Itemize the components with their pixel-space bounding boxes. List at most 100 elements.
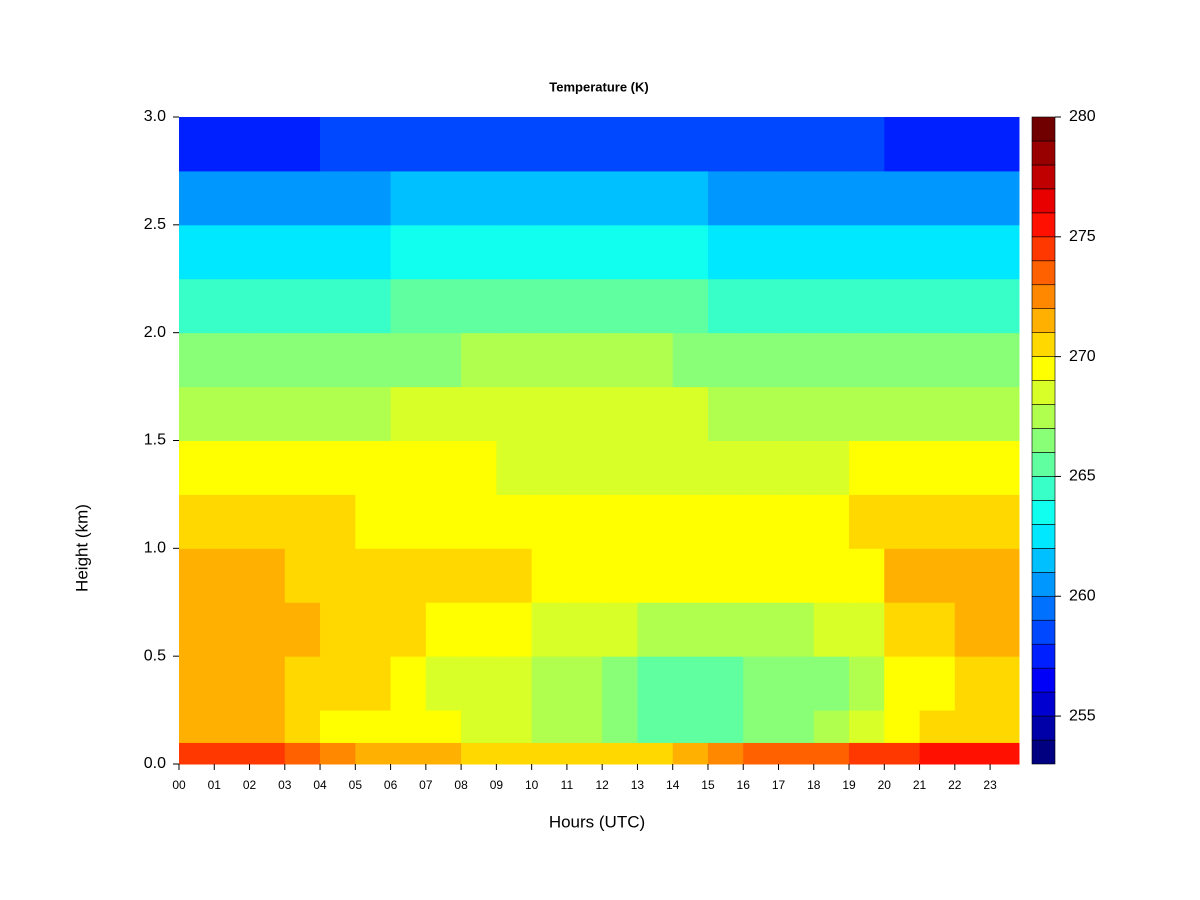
- colorbar-swatch: [1031, 332, 1056, 357]
- colorbar-swatch: [1031, 571, 1056, 597]
- heatmap-cell: [849, 548, 885, 603]
- heatmap-cell: [637, 656, 674, 711]
- heatmap-cell: [531, 170, 568, 226]
- heatmap-cell: [743, 386, 779, 441]
- heatmap-cell: [496, 710, 533, 743]
- heatmap-cell: [884, 494, 921, 549]
- x-tick-label: 16: [737, 778, 751, 792]
- x-tick-label: 21: [913, 778, 927, 792]
- heatmap-cell: [954, 656, 991, 711]
- heatmap-cell: [355, 742, 392, 765]
- heatmap-cell: [778, 170, 815, 226]
- heatmap-cell: [531, 656, 568, 711]
- y-tick-label: 2.0: [144, 324, 166, 341]
- heatmap-cell: [496, 278, 533, 334]
- heatmap-cell: [179, 602, 215, 657]
- heatmap-cell: [954, 494, 991, 549]
- heatmap-cell: [214, 602, 251, 657]
- heatmap-cell: [496, 332, 533, 388]
- heatmap-cell: [919, 224, 956, 280]
- heatmap-cell: [672, 386, 709, 441]
- x-axis-label: Hours (UTC): [549, 812, 645, 831]
- heatmap-cell: [743, 170, 779, 226]
- heatmap-cell: [743, 494, 779, 549]
- heatmap-cell: [566, 224, 603, 280]
- heatmap-cell: [214, 548, 251, 603]
- heatmap-cell: [249, 278, 286, 334]
- heatmap-cell: [672, 656, 709, 711]
- heatmap-cell: [707, 278, 744, 334]
- heatmap-cell: [990, 278, 1020, 334]
- heatmap-cell: [320, 602, 356, 657]
- x-tick-label: 00: [172, 778, 186, 792]
- heatmap-cell: [425, 170, 462, 226]
- x-tick-label: 01: [208, 778, 222, 792]
- heatmap-cell: [919, 494, 956, 549]
- heatmap-cell: [179, 710, 215, 743]
- heatmap-cell: [249, 710, 286, 743]
- heatmap-cell: [179, 170, 215, 226]
- colorbar-swatch: [1031, 643, 1056, 669]
- x-tick-label: 06: [384, 778, 398, 792]
- heatmap-cell: [637, 602, 674, 657]
- heatmap-cell: [813, 278, 850, 334]
- heatmap-cell: [320, 548, 356, 603]
- heatmap-cell: [849, 656, 885, 711]
- heatmap-cell: [355, 386, 392, 441]
- heatmap-cell: [496, 440, 533, 495]
- heatmap-cell: [320, 117, 356, 172]
- heatmap-cell: [179, 494, 215, 549]
- heatmap-cell: [743, 742, 779, 765]
- heatmap-cell: [743, 548, 779, 603]
- heatmap-cell: [461, 494, 497, 549]
- heatmap-cell: [990, 332, 1020, 388]
- heatmap-cell: [672, 224, 709, 280]
- heatmap-cell: [284, 332, 321, 388]
- x-tick-label: 18: [807, 778, 821, 792]
- heatmap-cell: [919, 440, 956, 495]
- heatmap-cell: [214, 332, 251, 388]
- heatmap-cell: [284, 494, 321, 549]
- heatmap-cell: [531, 440, 568, 495]
- heatmap-cell: [990, 494, 1020, 549]
- heatmap-cell: [320, 278, 356, 334]
- heatmap-cell: [249, 386, 286, 441]
- heatmap-cell: [531, 742, 568, 765]
- heatmap-cell: [602, 656, 638, 711]
- heatmap-cell: [320, 656, 356, 711]
- heatmap-cell: [425, 494, 462, 549]
- heatmap-cell: [496, 224, 533, 280]
- heatmap-cell: [602, 117, 638, 172]
- heatmap-cell: [390, 332, 427, 388]
- heatmap-cell: [390, 602, 427, 657]
- x-tick-label: 11: [561, 778, 574, 792]
- heatmap-cell: [637, 224, 674, 280]
- heatmap-cell: [637, 170, 674, 226]
- heatmap-cell: [602, 440, 638, 495]
- heatmap-cell: [919, 742, 956, 765]
- heatmap-cell: [249, 117, 286, 172]
- heatmap-cell: [425, 332, 462, 388]
- heatmap-cell: [425, 656, 462, 711]
- heatmap-cell: [284, 224, 321, 280]
- heatmap-cell: [284, 656, 321, 711]
- heatmap-cell: [990, 548, 1020, 603]
- heatmap-cell: [566, 170, 603, 226]
- heatmap-cell: [602, 170, 638, 226]
- heatmap-cell: [320, 170, 356, 226]
- colorbar-tick-label: 280: [1069, 108, 1096, 125]
- heatmap-cell: [672, 602, 709, 657]
- colorbar-tick-label: 270: [1069, 348, 1096, 365]
- colorbar-tick-label: 265: [1069, 468, 1096, 485]
- heatmap-cell: [390, 656, 427, 711]
- heatmap-cell: [919, 548, 956, 603]
- heatmap-cell: [743, 117, 779, 172]
- colorbar-swatch: [1031, 667, 1056, 693]
- heatmap-cell: [637, 494, 674, 549]
- colorbar-swatch: [1031, 691, 1056, 717]
- heatmap-cell: [743, 602, 779, 657]
- heatmap-cell: [249, 494, 286, 549]
- colorbar-tick-label: 255: [1069, 707, 1096, 724]
- heatmap-cell: [884, 224, 921, 280]
- colorbar-swatch: [1031, 428, 1056, 453]
